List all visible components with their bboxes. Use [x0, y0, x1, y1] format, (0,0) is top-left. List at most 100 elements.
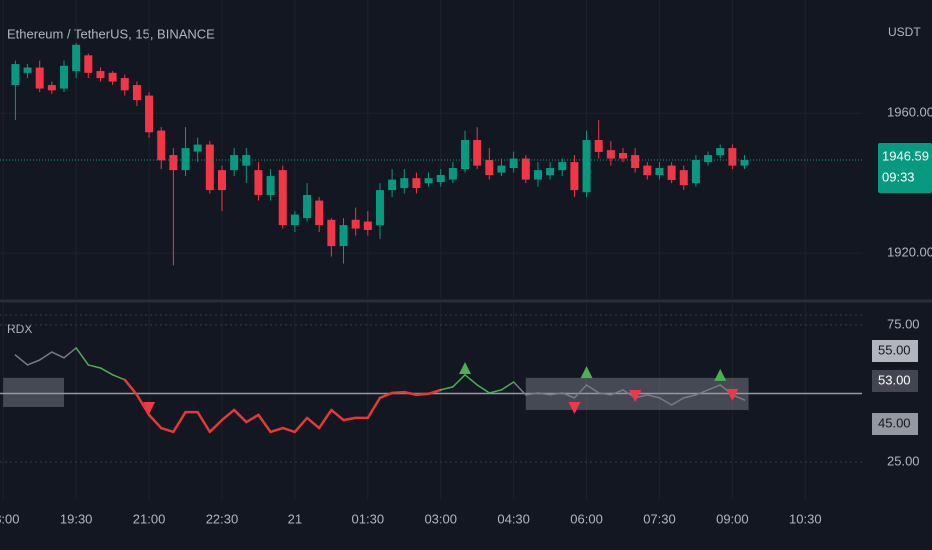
x-tick-label: 19:30: [60, 511, 93, 526]
rdx-segment: [269, 426, 284, 434]
last-value-box: [872, 340, 918, 362]
rdx-segment: [476, 384, 491, 394]
rdx-segment: [670, 397, 685, 406]
rdx-segment: [512, 381, 527, 396]
candle-body: [679, 170, 688, 186]
last-value-label: 53.00: [878, 372, 911, 387]
rdx-segment: [415, 392, 430, 397]
candle-body: [120, 78, 129, 91]
rdx-segment: [342, 416, 357, 422]
candle-body: [230, 155, 239, 171]
y-tick-label: 75.00: [887, 316, 920, 331]
y-tick-label: 1920.00: [887, 245, 932, 260]
x-tick-label: 22:30: [206, 511, 239, 526]
rdx-segment: [500, 381, 515, 391]
rdx-segment: [281, 426, 297, 434]
last-value-label: 45.00: [878, 415, 911, 430]
candle-body: [35, 67, 44, 89]
last-price-box: [878, 143, 932, 194]
signal: [143, 402, 156, 415]
candle-body: [388, 179, 397, 191]
rdx-segment: [439, 386, 454, 391]
last-value-box: [872, 413, 918, 435]
signal: [726, 388, 739, 401]
candle-body: [217, 170, 226, 191]
candle-body: [497, 165, 506, 173]
candle-body: [72, 44, 81, 72]
signal: [568, 402, 581, 415]
x-tick-label: 04:30: [497, 511, 530, 526]
candle-body: [60, 65, 69, 89]
signal: [459, 361, 472, 374]
candle-body: [412, 178, 421, 188]
rdx-segment: [378, 391, 394, 400]
rdx-segment: [658, 397, 673, 406]
rdx-segment: [464, 374, 478, 386]
x-tick-label: 01:30: [352, 511, 385, 526]
last-price-label: 1946.59: [882, 148, 929, 163]
candle-body: [461, 140, 470, 170]
candle-body: [108, 72, 117, 82]
rdx-segment: [257, 413, 272, 434]
last-value-box: [872, 370, 918, 392]
rdx-segment: [330, 408, 345, 422]
rdx-segment: [232, 408, 248, 424]
x-tick-label: 10:30: [789, 511, 822, 526]
rdx-segment: [26, 359, 41, 366]
x-tick-label: 21:00: [133, 511, 166, 526]
candle-body: [655, 168, 664, 176]
rdx-segment: [403, 390, 418, 397]
candle-body: [315, 200, 324, 226]
candle-body: [667, 165, 676, 180]
candle-body: [363, 221, 372, 230]
candle-body: [509, 158, 518, 169]
candle-body: [96, 71, 105, 79]
x-tick-label: 21: [288, 511, 302, 526]
y-tick-label: 1960.00: [887, 105, 932, 120]
candle-body: [485, 159, 494, 176]
candle-body: [145, 95, 154, 133]
rdx-segment: [537, 392, 551, 396]
candle-body: [643, 165, 652, 176]
rdx-segment: [585, 384, 600, 394]
candle-body: [23, 67, 32, 73]
candle-body: [193, 144, 202, 152]
x-tick-label: 07:30: [643, 511, 676, 526]
last-value-label: 55.00: [878, 342, 911, 357]
candle-body: [521, 158, 530, 180]
rdx-segment: [172, 410, 187, 434]
candle-body: [47, 85, 56, 91]
rdx-segment: [646, 394, 661, 399]
candle-body: [400, 178, 409, 188]
candle-body: [448, 168, 457, 180]
candle-body: [546, 168, 555, 176]
candle-body: [619, 152, 628, 159]
candle-body: [266, 176, 275, 195]
rdx-segment: [75, 347, 90, 366]
candle-body: [181, 148, 190, 171]
rdx-segment: [51, 351, 65, 359]
rdx-segment: [573, 384, 588, 399]
candle-body: [582, 140, 591, 193]
candle-body: [740, 160, 749, 166]
rdx-segment: [317, 408, 333, 430]
x-tick-label: 09:00: [716, 511, 749, 526]
x-tick-label: 06:00: [570, 511, 603, 526]
candle-body: [339, 225, 348, 247]
candle-body: [558, 162, 567, 171]
rdx-segment: [135, 393, 151, 417]
rdx-segment: [427, 388, 442, 396]
rdx-segment: [366, 396, 382, 420]
candle-body: [570, 162, 579, 191]
rdx-segment: [99, 367, 114, 376]
candle-body: [716, 148, 725, 156]
signal: [629, 389, 642, 402]
y-tick-label: 25.00: [887, 454, 920, 469]
candle-body: [157, 130, 166, 161]
candle-body: [303, 194, 312, 219]
rdx-segment: [610, 389, 624, 396]
candle-body: [290, 214, 299, 226]
rdx-segment: [293, 416, 309, 434]
